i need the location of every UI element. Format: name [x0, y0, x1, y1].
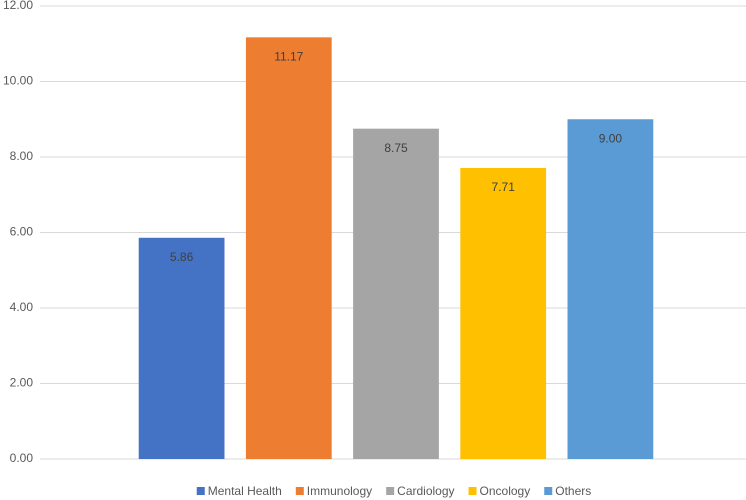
- y-tick-label: 4.00: [10, 300, 34, 314]
- legend-swatch: [386, 487, 395, 495]
- legend-label: Cardiology: [397, 484, 454, 498]
- data-label: 7.71: [492, 180, 516, 194]
- legend-swatch: [196, 487, 205, 495]
- y-tick-label: 6.00: [10, 225, 34, 239]
- y-tick-label: 2.00: [10, 376, 34, 390]
- data-label: 8.75: [384, 141, 408, 155]
- legend-label: Mental Health: [208, 484, 282, 498]
- y-tick-label: 8.00: [10, 149, 34, 163]
- data-label: 9.00: [599, 131, 623, 145]
- legend-label: Immunology: [307, 484, 372, 498]
- legend-swatch: [468, 487, 477, 495]
- legend-swatch: [295, 487, 304, 495]
- data-label: 5.86: [170, 250, 194, 264]
- bar: [353, 128, 439, 459]
- bar: [460, 167, 547, 459]
- bar: [567, 119, 654, 459]
- y-tick-label: 10.00: [3, 74, 33, 88]
- bar: [138, 237, 225, 459]
- y-tick-label: 12.00: [3, 0, 33, 12]
- bar: [245, 37, 332, 460]
- y-tick-label: 0.00: [10, 451, 34, 465]
- data-label: 11.17: [274, 50, 303, 64]
- legend-label: Others: [555, 484, 591, 498]
- legend-label: Oncology: [480, 484, 531, 498]
- legend-swatch: [544, 487, 553, 495]
